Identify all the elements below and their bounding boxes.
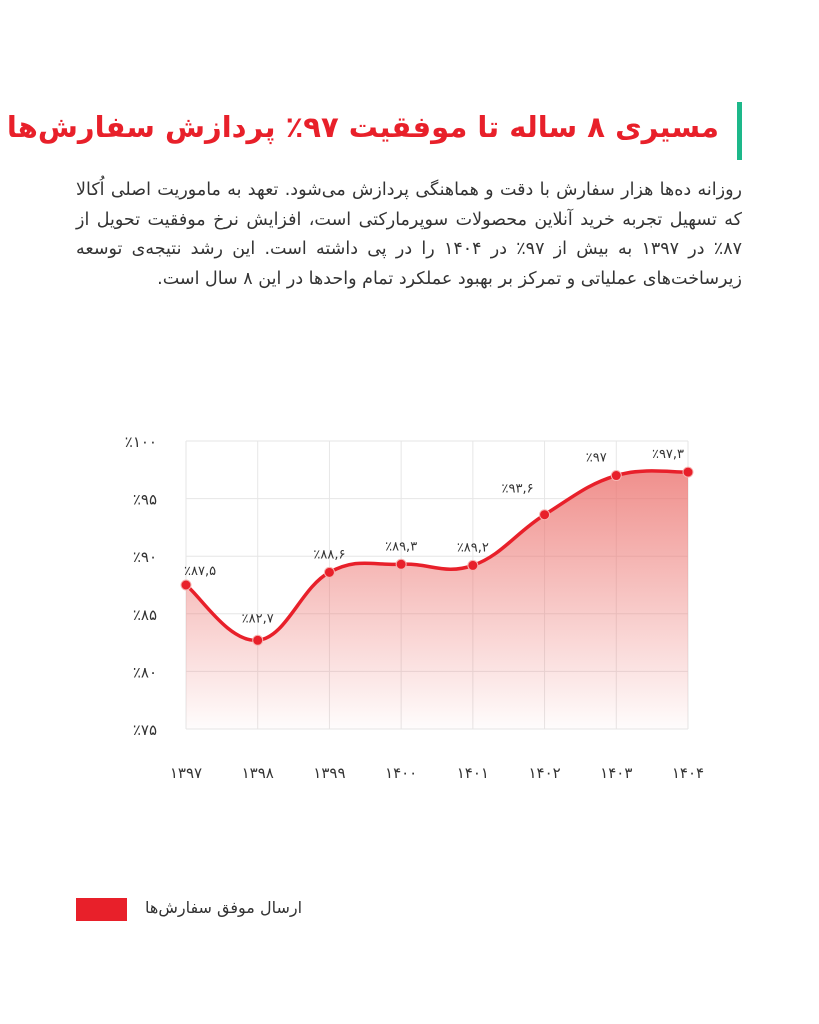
legend-label: ارسال موفق سفارش‌ها bbox=[145, 898, 303, 917]
y-tick-label: ٪۹۰ bbox=[133, 548, 157, 566]
data-point bbox=[323, 566, 335, 578]
y-tick-label: ٪۷۵ bbox=[133, 721, 157, 739]
x-tick-label: ۱۴۰۱ bbox=[457, 764, 489, 782]
data-point bbox=[610, 470, 622, 482]
data-label: ٪۸۹,۳ bbox=[385, 539, 417, 554]
x-tick-label: ۱۳۹۸ bbox=[242, 764, 274, 782]
x-tick-label: ۱۳۹۷ bbox=[170, 764, 202, 782]
y-tick-label: ٪۸۵ bbox=[133, 606, 157, 624]
x-tick-label: ۱۳۹۹ bbox=[313, 764, 345, 782]
data-point bbox=[252, 634, 264, 646]
page-title: مسیری ۸ ساله تا موفقیت ۹۷٪ پردازش سفارش‌… bbox=[6, 110, 720, 144]
title-accent-bar bbox=[737, 102, 742, 160]
y-tick-label: ٪۹۵ bbox=[133, 491, 157, 509]
data-label: ٪۹۷ bbox=[586, 451, 607, 466]
x-tick-label: ۱۴۰۴ bbox=[672, 764, 704, 782]
data-label: ٪۹۷,۳ bbox=[652, 447, 684, 462]
data-point bbox=[180, 579, 192, 591]
data-point bbox=[682, 466, 694, 478]
data-label: ٪۸۹,۲ bbox=[457, 540, 489, 555]
data-label: ٪۸۲,۷ bbox=[242, 611, 274, 626]
data-point bbox=[539, 509, 551, 521]
data-label: ٪۸۷,۵ bbox=[184, 564, 216, 579]
x-tick-label: ۱۴۰۳ bbox=[600, 764, 632, 782]
x-tick-label: ۱۴۰۰ bbox=[385, 764, 417, 782]
y-tick-label: ٪۸۰ bbox=[133, 663, 157, 681]
data-point bbox=[467, 559, 479, 571]
series-area bbox=[186, 470, 688, 729]
legend-swatch bbox=[76, 898, 127, 921]
data-label: ٪۸۸,۶ bbox=[313, 547, 345, 562]
x-tick-label: ۱۴۰۲ bbox=[528, 764, 560, 782]
data-label: ٪۹۳,۶ bbox=[502, 482, 534, 497]
data-point bbox=[395, 558, 407, 570]
y-tick-label: ٪۱۰۰ bbox=[125, 433, 157, 451]
description-paragraph: روزانه ده‌ها هزار سفارش با دقت و هماهنگی… bbox=[76, 180, 742, 289]
